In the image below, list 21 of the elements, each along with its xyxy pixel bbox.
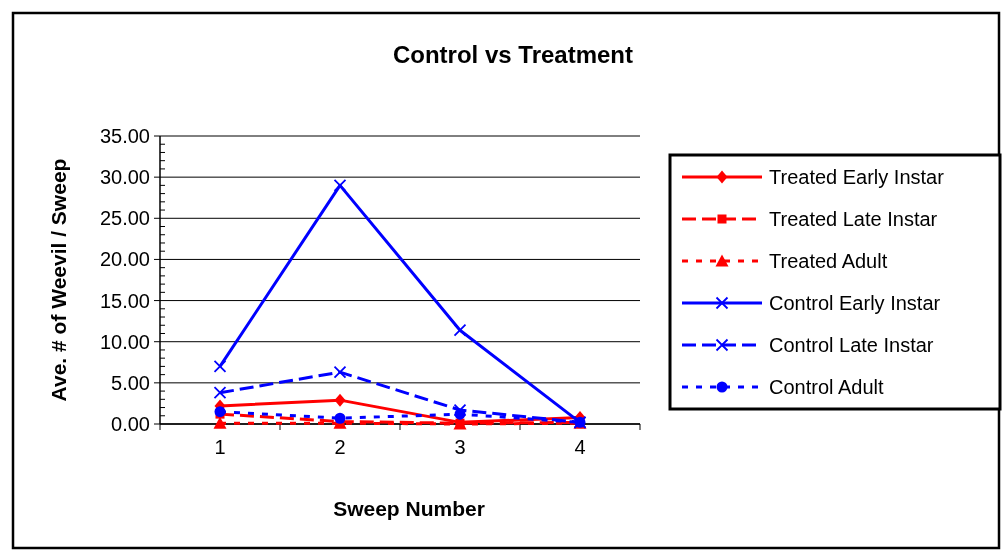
legend-label: Treated Adult [769,250,888,272]
y-tick-label: 20.00 [99,248,150,271]
x-tick-label: 4 [574,436,586,458]
chart-title: Control vs Treatment [392,41,634,68]
x-axis-title: Sweep Number [333,497,485,520]
y-tick-label: 0.00 [111,413,150,435]
legend-label: Treated Late Instar [769,208,938,230]
y-tick-label: 15.00 [99,289,150,312]
x-tick-label: 3 [454,436,466,458]
y-tick-label: 35.00 [99,125,150,147]
legend-label: Control Late Instar [769,334,934,356]
legend-label: Control Early Instar [769,292,941,314]
y-tick-label: 5.00 [111,371,150,394]
y-axis-title: Ave. # of Weevil / Sweep [47,158,70,402]
x-tick-label: 1 [214,436,226,458]
y-tick-label: 25.00 [99,207,150,230]
legend-label: Treated Early Instar [769,166,945,188]
y-tick-label: 30.00 [99,166,150,189]
x-tick-label: 2 [334,436,346,458]
y-tick-label: 10.00 [99,330,150,353]
legend-label: Control Adult [769,376,884,398]
